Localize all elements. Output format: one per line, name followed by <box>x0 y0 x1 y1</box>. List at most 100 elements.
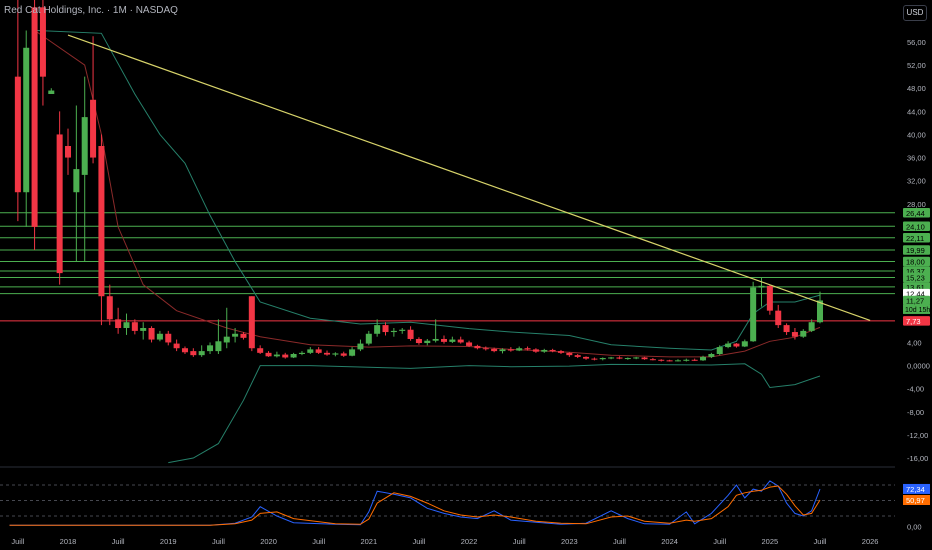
price-label-badge <box>903 295 930 306</box>
candle-down <box>315 349 322 353</box>
candle-down <box>666 360 673 362</box>
candle-up <box>207 345 214 352</box>
y-tick-label: 44,00 <box>907 107 926 116</box>
candle-down <box>173 343 180 349</box>
price-label-badge <box>903 272 930 283</box>
oscillator-value-badge <box>903 483 930 494</box>
price-label: 11,27 <box>906 296 924 305</box>
price-label: 24,10 <box>906 222 925 231</box>
price-label: 15,23 <box>906 274 925 283</box>
candle-down <box>532 349 539 352</box>
candle-up <box>215 341 222 352</box>
candle-down <box>641 357 648 360</box>
candle-up <box>624 358 631 360</box>
candle-up <box>365 333 372 344</box>
candle-down <box>783 325 790 333</box>
candle-down <box>407 329 414 339</box>
candle-up <box>424 340 431 344</box>
y-tick-label: -16,00 <box>907 454 928 463</box>
candle-down <box>583 356 590 359</box>
price-label: 16,37 <box>906 267 925 276</box>
y-tick-label: 32,00 <box>907 177 926 186</box>
bollinger-basis-line <box>34 29 821 358</box>
candle-up <box>725 343 732 348</box>
candle-up <box>232 333 239 337</box>
y-tick-label: 36,00 <box>907 154 926 163</box>
candle-up <box>608 357 615 359</box>
candle-down <box>775 310 782 326</box>
candle-up <box>73 169 80 193</box>
y-tick-label: 4,00 <box>907 338 922 347</box>
candle-down <box>31 7 38 227</box>
price-label: 7,73 <box>906 317 921 326</box>
candle-down <box>324 352 331 355</box>
candle-down <box>658 359 665 361</box>
countdown-badge <box>903 304 930 314</box>
candle-up <box>816 300 824 323</box>
y-tick-label: -4,00 <box>907 385 924 394</box>
candle-down <box>691 359 698 361</box>
price-label-badge <box>903 256 930 267</box>
candle-up <box>140 328 147 331</box>
candle-down <box>574 355 581 357</box>
x-tick-label: 2018 <box>60 537 77 546</box>
oscillator-value-badge <box>903 494 930 505</box>
y-tick-label: 56,00 <box>907 38 926 47</box>
candle-down <box>257 348 264 353</box>
candle-down <box>265 352 272 357</box>
oscillator-value-label: 50,97 <box>906 496 925 505</box>
price-label: 18,00 <box>906 258 925 267</box>
candle-up <box>708 354 715 357</box>
candle-down <box>557 351 564 353</box>
candle-down <box>415 338 422 344</box>
candle-up <box>599 358 606 360</box>
candle-down <box>282 354 289 358</box>
x-tick-label: Juill <box>312 537 325 546</box>
candle-down <box>98 146 105 297</box>
main-plot <box>0 0 895 464</box>
candle-up <box>499 349 506 352</box>
candle-up <box>800 330 807 337</box>
candle-up <box>750 287 757 342</box>
candle-down <box>39 7 46 77</box>
x-tick-label: Juill <box>613 537 626 546</box>
trendline <box>67 34 871 322</box>
candle-up <box>298 352 305 354</box>
currency-button[interactable]: USD <box>903 5 927 21</box>
x-tick-label: Juill <box>814 537 827 546</box>
candle-up <box>81 117 88 175</box>
candle-down <box>165 333 172 343</box>
candle-down <box>482 348 489 350</box>
candle-up <box>716 347 723 354</box>
candle-up <box>290 354 297 358</box>
candle-down <box>131 322 138 331</box>
candle-down <box>190 351 197 356</box>
candle-down <box>457 339 464 343</box>
candle-up <box>307 349 314 353</box>
candle-up <box>758 285 765 288</box>
candle-down <box>766 285 773 311</box>
oscillator-value-label: 72,34 <box>906 485 925 494</box>
candle-up <box>541 349 548 352</box>
candle-down <box>733 343 740 347</box>
chart-title: Red Cat Holdings, Inc. · 1M · NASDAQ <box>4 5 178 16</box>
candle-up <box>198 351 205 356</box>
x-tick-label: Juill <box>212 537 225 546</box>
candle-down <box>649 359 656 361</box>
candle-down <box>14 76 21 193</box>
candle-down <box>64 146 72 158</box>
price-label-badge <box>903 208 930 218</box>
candle-up <box>349 349 356 356</box>
candle-up <box>357 343 364 350</box>
y-tick-label: -8,00 <box>907 408 924 417</box>
x-tick-label: 2021 <box>360 537 377 546</box>
y-tick-label: 0,0000 <box>907 362 930 371</box>
candle-down <box>507 349 514 351</box>
candle-down <box>791 332 798 337</box>
candle-down <box>382 325 389 333</box>
candle-down <box>474 345 481 349</box>
candle-down <box>566 352 573 356</box>
candle-up <box>399 329 406 331</box>
candle-up <box>374 325 381 334</box>
